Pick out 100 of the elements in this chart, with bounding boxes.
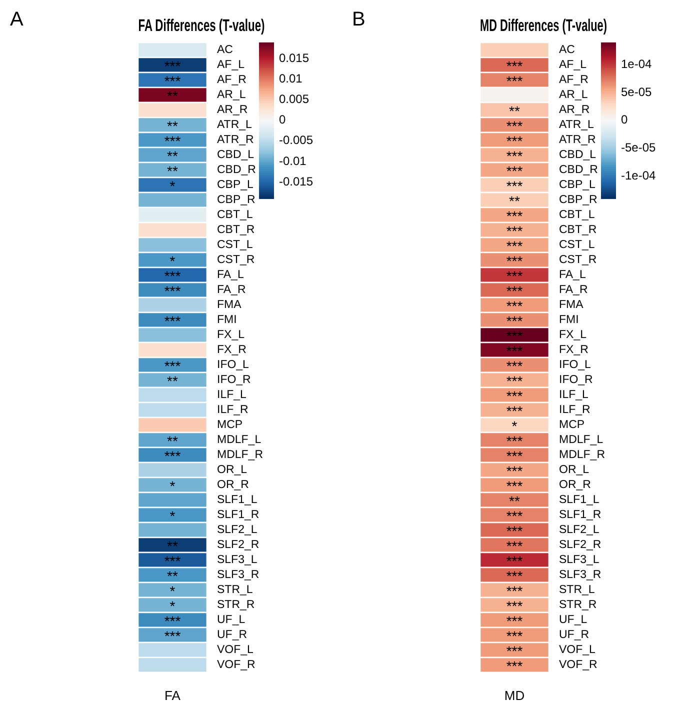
y-tick-label: ILF_R bbox=[216, 404, 248, 416]
y-tick-label: UF_L bbox=[558, 614, 588, 626]
color-bar-label: -0.005 bbox=[278, 133, 314, 148]
y-tick-label: FX_L bbox=[216, 329, 246, 342]
y-tick-label: FMA bbox=[558, 299, 584, 312]
data-label: *** bbox=[506, 72, 524, 89]
color-bar-label: 0 bbox=[620, 112, 628, 127]
y-tick-label: MDLF_L bbox=[216, 434, 262, 446]
y-tick-label: MCP bbox=[558, 419, 585, 432]
data-label: *** bbox=[164, 358, 182, 374]
data-label: * bbox=[170, 178, 176, 194]
y-tick-label: FX_R bbox=[558, 344, 588, 356]
data-label: ** bbox=[167, 88, 178, 104]
y-tick-label: STR_R bbox=[558, 599, 597, 612]
data-label: ** bbox=[167, 162, 178, 179]
data-label: ** bbox=[167, 118, 178, 134]
y-tick-label: FA_L bbox=[558, 269, 586, 282]
chart-title: MD Differences (T-value) bbox=[480, 16, 608, 36]
y-tick-label: CBT_L bbox=[558, 209, 596, 222]
color-bar-label: 0.01 bbox=[278, 72, 303, 86]
data-label: *** bbox=[506, 328, 524, 344]
y-tick-label: CBD_L bbox=[558, 149, 597, 162]
y-tick-label: STR_R bbox=[216, 599, 255, 612]
color-bar-label: 0.015 bbox=[278, 51, 310, 66]
y-tick-label: UF_L bbox=[216, 614, 246, 626]
y-tick-label: CBD_R bbox=[216, 164, 256, 176]
y-tick-label: FA_L bbox=[216, 269, 244, 282]
data-label: *** bbox=[164, 282, 182, 299]
data-label: *** bbox=[506, 268, 524, 284]
data-label: * bbox=[512, 418, 518, 434]
y-tick-label: SLF1_R bbox=[558, 509, 602, 522]
data-label: * bbox=[170, 598, 176, 614]
y-tick-label: ILF_L bbox=[558, 389, 590, 402]
data-label: *** bbox=[164, 268, 182, 284]
data-label: *** bbox=[506, 388, 524, 404]
x-tick-label: FA bbox=[164, 688, 181, 703]
data-label: ** bbox=[509, 102, 520, 119]
y-tick-label: AC bbox=[558, 44, 575, 56]
data-label: ** bbox=[167, 568, 178, 584]
data-label: ** bbox=[509, 192, 520, 209]
y-tick-label: SLF3_L bbox=[216, 554, 258, 566]
y-tick-label: FMI bbox=[216, 314, 237, 326]
y-tick-label: AF_L bbox=[216, 59, 246, 72]
color-bar-label: -5e-05 bbox=[620, 140, 656, 155]
data-label: *** bbox=[506, 598, 524, 614]
data-label: *** bbox=[506, 342, 524, 359]
y-tick-label: FX_L bbox=[558, 329, 588, 342]
data-label: *** bbox=[164, 312, 182, 329]
data-label: *** bbox=[506, 462, 524, 479]
data-label: *** bbox=[506, 148, 524, 164]
data-label: *** bbox=[506, 282, 524, 299]
y-tick-label: CST_R bbox=[216, 254, 255, 266]
color-bar-label: 5e-05 bbox=[620, 84, 652, 99]
data-label: *** bbox=[506, 402, 524, 419]
y-tick-label: CST_L bbox=[558, 239, 596, 252]
y-tick-label: AR_L bbox=[216, 89, 246, 102]
y-tick-label: FMA bbox=[216, 299, 242, 312]
y-tick-label: OR_L bbox=[558, 464, 590, 476]
y-tick-label: SLF2_R bbox=[216, 539, 260, 552]
data-label: *** bbox=[506, 118, 524, 134]
y-tick-label: VOF_R bbox=[216, 659, 256, 672]
y-tick-label: ILF_R bbox=[558, 404, 590, 416]
y-tick-label: CBP_R bbox=[558, 194, 598, 206]
y-tick-label: ATR_R bbox=[558, 134, 596, 146]
data-label: *** bbox=[506, 238, 524, 254]
y-tick-label: CBP_L bbox=[216, 179, 254, 192]
data-label: *** bbox=[506, 178, 524, 194]
y-tick-label: SLF3_R bbox=[216, 569, 260, 582]
y-tick-label: FA_R bbox=[216, 284, 246, 296]
data-label: *** bbox=[506, 628, 524, 644]
y-tick-label: SLF2_L bbox=[216, 524, 258, 536]
data-label: * bbox=[170, 508, 176, 524]
y-tick-label: AF_R bbox=[216, 74, 246, 86]
y-tick-label: IFO_L bbox=[558, 359, 592, 372]
y-tick-label: ATR_L bbox=[216, 119, 253, 132]
data-label: *** bbox=[164, 552, 182, 569]
text: B bbox=[352, 8, 366, 31]
y-tick-label: MDLF_L bbox=[558, 434, 604, 446]
data-label: *** bbox=[506, 658, 524, 674]
y-tick-label: AR_R bbox=[216, 104, 248, 116]
data-label: *** bbox=[506, 58, 524, 74]
data-label: *** bbox=[506, 642, 524, 659]
y-tick-label: SLF3_R bbox=[558, 569, 602, 582]
data-label: *** bbox=[164, 612, 182, 629]
y-tick-label: AF_R bbox=[558, 74, 588, 86]
y-tick-label: CBT_R bbox=[558, 224, 597, 236]
y-tick-label: CBP_L bbox=[558, 179, 596, 192]
color-bar-label: 0 bbox=[278, 112, 286, 127]
color-bar-label: -0.01 bbox=[278, 154, 307, 168]
y-tick-label: OR_R bbox=[216, 479, 249, 492]
y-tick-label: FX_R bbox=[216, 344, 246, 356]
data-label: *** bbox=[506, 312, 524, 329]
y-tick-label: AR_R bbox=[558, 104, 590, 116]
data-label: ** bbox=[167, 148, 178, 164]
y-tick-label: AC bbox=[216, 44, 233, 56]
y-tick-label: STR_L bbox=[558, 584, 596, 596]
data-label: *** bbox=[506, 552, 524, 569]
y-tick-label: CST_R bbox=[558, 254, 597, 266]
data-label: *** bbox=[164, 58, 182, 74]
y-tick-label: UF_R bbox=[216, 629, 248, 642]
